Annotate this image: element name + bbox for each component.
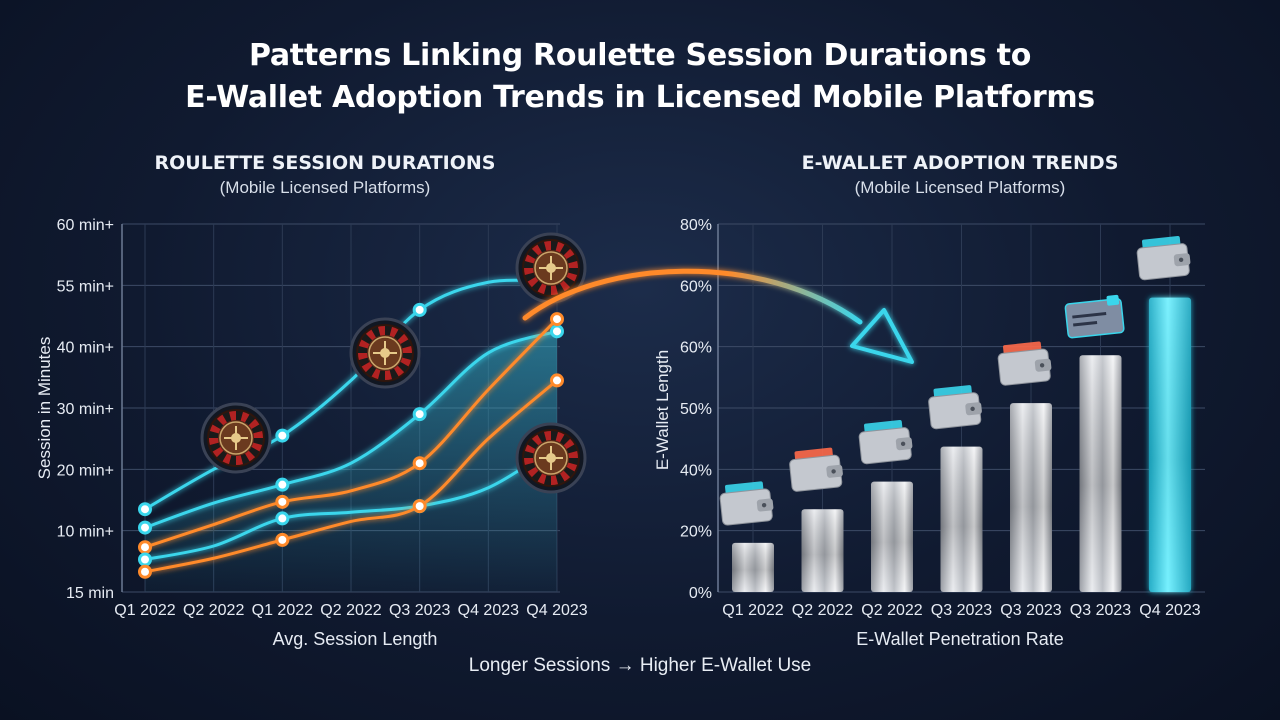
roulette-wheel-icon bbox=[515, 422, 587, 494]
right-panel-title: E-WALLET ADOPTION TRENDS bbox=[801, 152, 1119, 174]
left-data-point bbox=[412, 456, 427, 471]
right-y-tick-label: 20% bbox=[680, 524, 712, 541]
left-y-tick-label: 60 min+ bbox=[57, 217, 114, 234]
left-data-point bbox=[412, 499, 427, 514]
left-panel-title: ROULETTE SESSION DURATIONS bbox=[154, 152, 496, 174]
left-y-tick-labels: 15 min 10 min+ 20 min+ 30 min+ 40 min+ 55 min… bbox=[57, 217, 114, 602]
left-series-line bbox=[144, 329, 558, 530]
left-x-tick-label: Q1 2022 bbox=[252, 602, 313, 619]
left-x-tick-label: Q4 2023 bbox=[458, 602, 519, 619]
left-x-axis-label: Avg. Session Length bbox=[272, 629, 438, 649]
wallet-icon bbox=[997, 341, 1052, 386]
right-y-tick-label: 60% bbox=[680, 340, 712, 357]
left-x-tick-label: Q2 2022 bbox=[320, 602, 381, 619]
bar-shading bbox=[1010, 403, 1052, 592]
left-data-point bbox=[550, 324, 564, 339]
bar-shading bbox=[1079, 355, 1122, 592]
left-x-tick-labels: Q1 2022 Q2 2022 Q1 2022 Q2 2022 Q3 2023 Q4 20… bbox=[114, 602, 587, 619]
bar-shading bbox=[732, 542, 774, 592]
right-wallet-icons bbox=[719, 236, 1191, 526]
bar-shading bbox=[1149, 297, 1191, 592]
right-y-tick-label: 40% bbox=[680, 462, 712, 479]
left-series-lines bbox=[144, 278, 559, 574]
chart-footer-caption: Longer Sessions → Higher E-Wallet Use bbox=[468, 655, 812, 676]
right-y-axis-label: E-Wallet Length bbox=[653, 350, 672, 470]
left-data-point bbox=[275, 532, 290, 547]
left-data-point bbox=[138, 520, 152, 535]
roulette-icons bbox=[200, 232, 587, 494]
credit-card-icon bbox=[1064, 294, 1125, 339]
left-area-fill bbox=[145, 331, 557, 592]
left-series-line bbox=[144, 278, 558, 511]
right-y-tick-label: 50% bbox=[680, 401, 712, 418]
right-x-tick-label: Q3 2023 bbox=[1070, 602, 1131, 619]
left-y-tick-label: 10 min+ bbox=[57, 524, 114, 541]
wallet-icon bbox=[928, 385, 982, 430]
left-y-tick-label: 30 min+ bbox=[57, 401, 114, 418]
wallet-icon bbox=[789, 447, 843, 492]
left-data-point bbox=[550, 312, 564, 327]
roulette-wheel-icon bbox=[515, 232, 587, 304]
right-x-tick-label: Q3 2023 bbox=[931, 602, 992, 619]
left-data-point bbox=[275, 428, 290, 443]
left-x-tick-label: Q1 2022 bbox=[114, 602, 175, 619]
left-data-point bbox=[275, 477, 290, 492]
bar-shading bbox=[801, 509, 844, 592]
chart-title-line-1: Patterns Linking Roulette Session Durati… bbox=[248, 38, 1032, 73]
left-data-point bbox=[138, 564, 152, 579]
left-y-axis-label: Session in Minutes bbox=[35, 337, 54, 480]
right-x-tick-label: Q4 2023 bbox=[1139, 602, 1200, 619]
right-x-tick-label: Q3 2023 bbox=[1000, 602, 1061, 619]
trend-arrow-icon bbox=[522, 268, 914, 364]
left-data-point bbox=[275, 511, 290, 526]
left-data-point bbox=[138, 552, 152, 567]
right-panel-subtitle: (Mobile Licensed Platforms) bbox=[854, 178, 1066, 197]
roulette-wheel-icon bbox=[200, 402, 272, 474]
left-data-point bbox=[138, 502, 152, 517]
right-y-tick-label: 60% bbox=[680, 278, 712, 295]
left-series-line bbox=[144, 318, 559, 549]
left-x-tick-label: Q2 2022 bbox=[183, 602, 244, 619]
wallet-icon bbox=[1136, 236, 1191, 281]
bar-shading bbox=[871, 481, 913, 592]
left-x-tick-label: Q3 2023 bbox=[389, 602, 450, 619]
right-x-axis-label: E-Wallet Penetration Rate bbox=[856, 629, 1064, 649]
left-data-point bbox=[412, 302, 427, 317]
left-y-tick-label: 15 min bbox=[66, 585, 114, 602]
left-y-tick-label: 55 min+ bbox=[57, 278, 114, 295]
left-y-tick-label: 40 min+ bbox=[57, 340, 114, 357]
right-x-tick-label: Q1 2022 bbox=[722, 602, 783, 619]
left-data-point bbox=[275, 494, 290, 509]
right-x-tick-label: Q2 2022 bbox=[861, 602, 922, 619]
right-x-tick-labels: Q1 2022 Q2 2022 Q2 2022 Q3 2023 Q3 2023 Q3 20… bbox=[722, 602, 1200, 619]
left-y-tick-label: 20 min+ bbox=[57, 462, 114, 479]
chart-title-line-2: E-Wallet Adoption Trends in Licensed Mob… bbox=[185, 80, 1095, 115]
left-panel-subtitle: (Mobile Licensed Platforms) bbox=[219, 178, 431, 197]
right-y-tick-label: 80% bbox=[680, 217, 712, 234]
right-bars bbox=[732, 297, 1191, 592]
bar-shading bbox=[940, 446, 983, 592]
roulette-wheel-icon bbox=[349, 317, 421, 389]
wallet-icon bbox=[858, 420, 913, 465]
left-data-point bbox=[138, 540, 152, 555]
right-x-tick-label: Q2 2022 bbox=[792, 602, 853, 619]
left-series-line bbox=[144, 443, 558, 561]
right-y-tick-label: 0% bbox=[689, 585, 712, 602]
right-y-tick-labels: 0% 20% 40% 50% 60% 60% 80% bbox=[680, 217, 712, 602]
left-x-tick-label: Q4 2023 bbox=[526, 602, 587, 619]
wallet-icon bbox=[719, 481, 774, 526]
left-data-point bbox=[550, 373, 564, 388]
left-series-line bbox=[144, 379, 558, 574]
left-data-point bbox=[412, 407, 427, 422]
